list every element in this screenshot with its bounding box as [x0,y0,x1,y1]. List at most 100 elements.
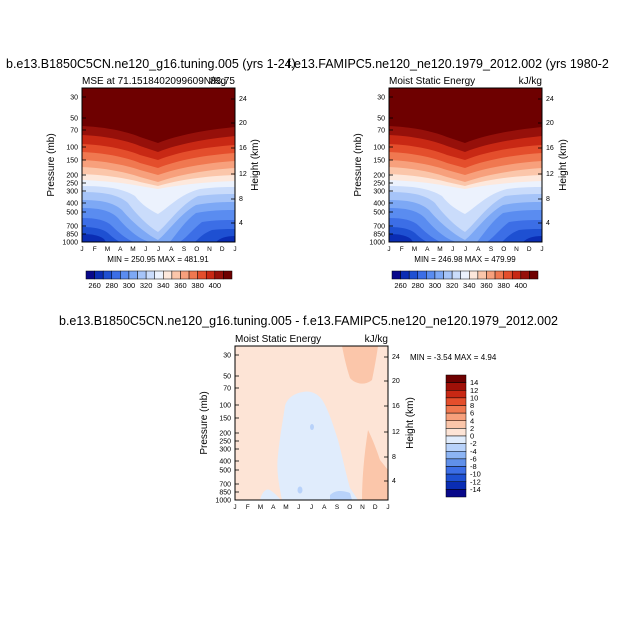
panel-3-colorbar-label: 8 [470,401,474,410]
panel-3-ytick: 1000 [215,498,231,505]
panel-1-colorbar-swatch [188,270,198,280]
panel-1-colorbar-label: 400 [209,281,222,290]
panel-1-colorbar-swatch [137,270,147,280]
panel-1-colorbar-swatch [85,270,95,280]
panel-1-xtick: J [80,246,83,253]
panel-2-colorbar-label: 320 [446,281,459,290]
panel-3-colorbar-swatch [445,451,467,460]
panel-2-colorbar-swatch [477,270,487,280]
panel-2-colorbar-label: 300 [429,281,442,290]
panel-2-yticks-right [538,98,542,224]
panel-1-xtick: O [194,246,199,253]
panel-2-ytick: 850 [373,232,385,239]
panel-1-ytick: 500 [66,210,78,217]
panel-3-colorbar-swatch [445,458,467,467]
panel-2-colorbar-label: 380 [497,281,510,290]
panel-2-height-tick: 20 [546,120,554,127]
panel-2-ylabel: Pressure (mb) [353,133,364,196]
panel-2-colorbar-swatch [511,270,522,280]
panel-1-ytick: 100 [66,145,78,152]
panel-1-ytick: 30 [70,95,78,102]
panel-2-height-tick: 4 [546,220,550,227]
panel-1-colorbar-swatch [145,270,155,280]
panel-3-xtick: J [310,504,313,511]
panel-1-height-tick: 4 [239,220,243,227]
panel-1-ytick: 1000 [62,240,78,247]
panel-1-ytick: 150 [66,158,78,165]
panel-3-colorbar-label: 4 [470,416,474,425]
panel-3-colorbar-swatch [445,481,467,490]
panel-3-minmax: MIN = -3.54 MAX = 4.94 [410,353,497,362]
panel-3-colorbar-swatch [445,420,467,429]
panel-3-ytick: 100 [219,403,231,410]
panel-3-colorbar-label: -4 [470,447,477,456]
panel-1-ytick: 50 [70,116,78,123]
panel-2-plot [388,87,543,243]
panel-3-colorbar-label: -8 [470,462,477,471]
panel-3-colorbar-swatch [445,390,467,399]
panel-1-height-tick: 20 [239,120,247,127]
panel-2-ytick: 30 [377,95,385,102]
panel-3-height-tick: 8 [392,454,396,461]
panel-2-ytick: 500 [373,210,385,217]
panel-2-yaxis-left: 30 50 70 100 150 200 250 300 400 500 700… [369,95,385,247]
panel-2-colorbar-swatch [503,270,513,280]
panel-1-xtick: J [157,246,160,253]
panel-3-ylabel-right: Height (km) [405,397,416,449]
panel-2-xaxis: J F M A M J J A S O N D J [387,246,543,253]
panel-2-yaxis-right: 24 20 16 12 8 4 [546,96,554,227]
panel-3-yticks-right [384,356,388,482]
panel-1-colorbar-label: 280 [106,281,119,290]
panel-2-ytick: 1000 [369,240,385,247]
panel-1-ytick: 850 [66,232,78,239]
panel-2-colorbar-label: 260 [394,281,407,290]
panel-3-colorbar-label: 14 [470,378,478,387]
panel-3-xtick: J [297,504,300,511]
panel-1-xtick: M [130,246,135,253]
panel-3: b.e13.B1850C5CN.ne120_g16.tuning.005 - f… [59,314,558,511]
panel-1-xtick: D [220,246,225,253]
panel-3-colorbar-swatch [445,405,467,414]
panel-2-height-tick: 16 [546,145,554,152]
panel-1-xtick: M [105,246,110,253]
panel-1-colorbar: 260 280 300 320 340 360 380 400 [85,270,233,290]
panel-3-xtick: A [322,504,327,511]
panel-3-height-tick: 20 [392,378,400,385]
panel-3-colorbar-label: 2 [470,424,474,433]
panel-3-ytick: 700 [219,482,231,489]
panel-2-colorbar-swatch [469,270,479,280]
panel-1-ytick: 250 [66,181,78,188]
panel-3-ytick: 250 [219,439,231,446]
panel-2-colorbar-label: 340 [463,281,476,290]
panel-3-height-tick: 24 [392,354,400,361]
panel-3-height-tick: 16 [392,403,400,410]
panel-2-xtick: M [437,246,442,253]
panel-3-colorbar-label: 6 [470,409,474,418]
panel-2-colorbar-swatch [443,270,453,280]
panel-3-plot [234,345,389,501]
panel-2-height-tick: 24 [546,96,554,103]
panel-3-ytick: 70 [223,386,231,393]
panel-2-ytick: 300 [373,189,385,196]
panel-3-title: b.e13.B1850C5CN.ne120_g16.tuning.005 - f… [59,314,558,328]
panel-1-colorbar-swatch [223,270,233,280]
panel-3-colorbar-swatch [445,473,467,482]
panel-3-colorbar-label: 10 [470,393,478,402]
panel-3-ytick: 300 [219,447,231,454]
panel-3-xtick: M [258,504,263,511]
panel-2-ytick: 250 [373,181,385,188]
panel-2-colorbar-swatch [486,270,496,280]
panel-2-yticks-left [389,96,393,235]
panel-1-colorbar-swatch [214,270,224,280]
panel-2-colorbar-swatch [426,270,436,280]
panel-1-ytick: 70 [70,128,78,135]
panel-3-xtick: N [360,504,365,511]
panel-2-ytick: 150 [373,158,385,165]
panel-1-colorbar-label: 320 [140,281,153,290]
panel-2-height-tick: 8 [546,196,550,203]
panel-3-ytick: 500 [219,468,231,475]
panel-1-ylabel: Pressure (mb) [46,133,57,196]
panel-1-minmax: MIN = 250.95 MAX = 481.91 [107,255,209,264]
panel-3-colorbar-label: -14 [470,485,481,494]
panel-2-xtick: S [489,246,494,253]
